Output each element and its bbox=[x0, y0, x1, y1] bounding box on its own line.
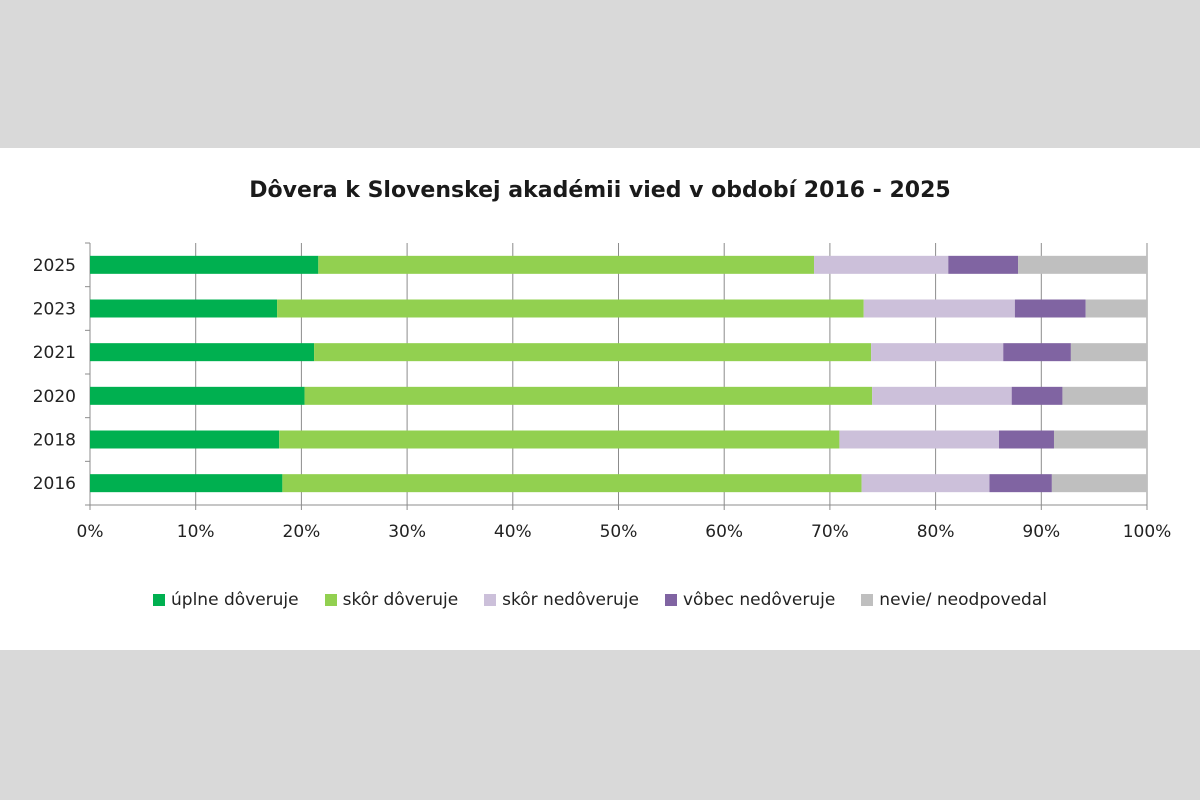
legend: úplne dôveruje skôr dôveruje skôr nedôveru… bbox=[0, 590, 1200, 610]
bar-segment-2023-2 bbox=[863, 299, 1015, 318]
legend-label: skôr dôveruje bbox=[342, 590, 459, 610]
legend-swatch bbox=[664, 594, 677, 606]
bar-segment-2021-0 bbox=[90, 343, 315, 362]
bar-segment-2025-3 bbox=[948, 255, 1019, 274]
chart-title: Dôvera k Slovenskej akadémii vied v obdo… bbox=[249, 178, 951, 203]
bar-segment-2016-3 bbox=[989, 474, 1052, 493]
bar-segment-2018-0 bbox=[90, 430, 280, 449]
y-tick-label: 2023 bbox=[33, 300, 76, 320]
bar-segment-2020-4 bbox=[1062, 386, 1147, 405]
x-tick-label: 50% bbox=[600, 522, 638, 542]
bar-segment-2020-0 bbox=[90, 386, 305, 405]
legend-swatch bbox=[153, 594, 166, 606]
legend-swatch bbox=[861, 594, 874, 606]
x-tick-label: 100% bbox=[1123, 522, 1172, 542]
bar-segment-2023-3 bbox=[1014, 299, 1086, 318]
y-tick-label: 2018 bbox=[33, 431, 76, 451]
x-tick-label: 80% bbox=[917, 522, 955, 542]
bar-segment-2020-1 bbox=[304, 386, 873, 405]
bar-segment-2023-4 bbox=[1085, 299, 1147, 318]
bar-segment-2016-2 bbox=[861, 474, 990, 493]
bar-segment-2018-2 bbox=[839, 430, 1000, 449]
x-tick-label: 60% bbox=[705, 522, 743, 542]
bar-segment-2023-1 bbox=[277, 299, 864, 318]
legend-item: úplne dôveruje bbox=[153, 590, 299, 610]
bar-segment-2018-4 bbox=[1053, 430, 1147, 449]
bar-segment-2025-4 bbox=[1018, 255, 1147, 274]
legend-label: vôbec nedôveruje bbox=[682, 590, 836, 610]
y-tick-label: 2016 bbox=[33, 474, 76, 494]
legend-item: skôr nedôveruje bbox=[484, 590, 639, 610]
bar-segment-2021-2 bbox=[871, 343, 1004, 362]
bar-segment-2021-3 bbox=[1003, 343, 1071, 362]
x-tick-label: 10% bbox=[177, 522, 215, 542]
x-tick-label: 0% bbox=[77, 522, 104, 542]
legend-label: nevie/ neodpovedal bbox=[879, 590, 1047, 610]
bar-segment-2016-4 bbox=[1051, 474, 1147, 493]
bar-segment-2020-2 bbox=[872, 386, 1012, 405]
y-tick-label: 2021 bbox=[33, 343, 76, 363]
x-tick-label: 40% bbox=[494, 522, 532, 542]
x-tick-label: 90% bbox=[1022, 522, 1060, 542]
x-tick-label: 70% bbox=[811, 522, 849, 542]
bar-segment-2016-0 bbox=[90, 474, 283, 493]
bar-segment-2023-0 bbox=[90, 299, 278, 318]
legend-label: skôr nedôveruje bbox=[502, 590, 639, 610]
bar-segment-2016-1 bbox=[282, 474, 862, 493]
y-tick-label: 2025 bbox=[33, 256, 76, 276]
legend-label: úplne dôveruje bbox=[171, 590, 299, 610]
legend-item: skôr dôveruje bbox=[324, 590, 459, 610]
x-tick-label: 20% bbox=[283, 522, 321, 542]
bar-segment-2021-4 bbox=[1070, 343, 1147, 362]
bar-segment-2018-1 bbox=[279, 430, 840, 449]
bar-segment-2021-1 bbox=[314, 343, 872, 362]
legend-swatch bbox=[484, 594, 497, 606]
bar-segment-2018-3 bbox=[999, 430, 1054, 449]
x-tick-label: 30% bbox=[388, 522, 426, 542]
bar-segment-2025-0 bbox=[90, 255, 319, 274]
legend-swatch bbox=[324, 594, 337, 606]
legend-item: vôbec nedôveruje bbox=[664, 590, 836, 610]
legend-item: nevie/ neodpovedal bbox=[861, 590, 1047, 610]
bar-segment-2025-2 bbox=[814, 255, 949, 274]
bar-segment-2020-3 bbox=[1011, 386, 1063, 405]
y-tick-label: 2020 bbox=[33, 387, 76, 407]
bar-segment-2025-1 bbox=[318, 255, 815, 274]
